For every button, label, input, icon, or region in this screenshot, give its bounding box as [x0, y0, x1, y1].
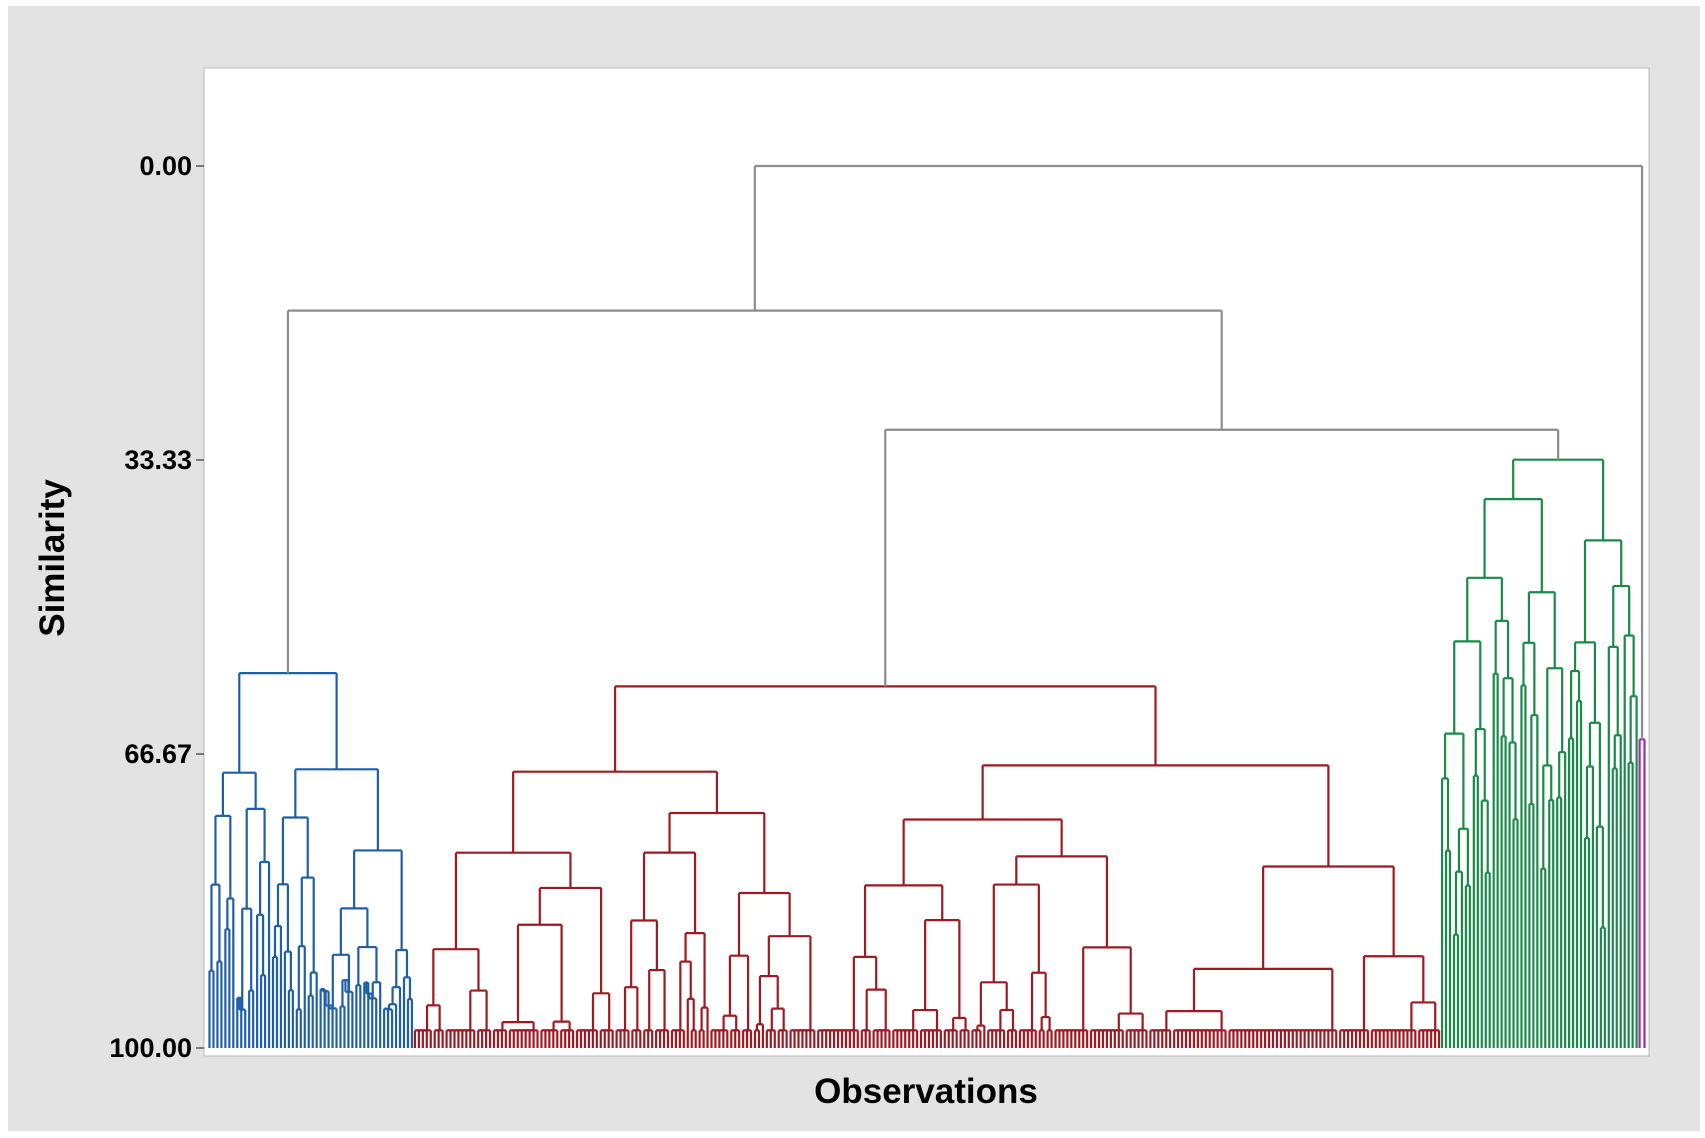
y-tick-label: 100.00: [109, 1033, 192, 1063]
y-tick-label: 0.00: [139, 151, 192, 181]
dendrogram-links: [208, 164, 1646, 1048]
y-tick-label: 33.33: [124, 445, 192, 475]
y-axis: 0.00 33.33 66.67 100.00: [109, 151, 204, 1063]
dendrogram-chart: 0.00 33.33 66.67 100.00 Observations Simila…: [33, 67, 1650, 1111]
plot-area: [203, 67, 1650, 1057]
x-axis-title: Observations: [814, 1072, 1038, 1111]
y-tick-label: 66.67: [124, 739, 192, 769]
y-axis-title: Similarity: [33, 479, 72, 637]
chart-figure: 0.00 33.33 66.67 100.00 Observations Simila…: [8, 6, 1700, 1131]
